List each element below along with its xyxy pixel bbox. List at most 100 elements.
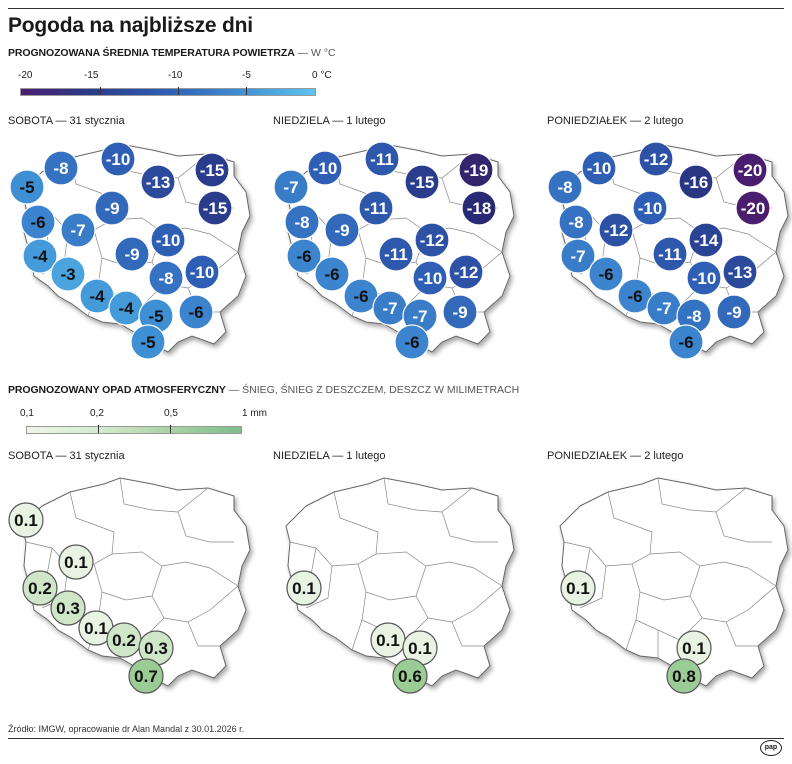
temp-bubble-gorzow-label: -6	[30, 213, 45, 232]
temperature-map-monday: -10 -12 -16 -20 -8 -20 -8 -10 -12 -14 -7 -11 -13 -6 -1…	[547, 141, 789, 360]
temp-bubble-bialystok: -15	[197, 190, 233, 226]
temp-bubble-bydgoszcz-circle	[632, 190, 668, 226]
temp-bubble-bialystok-label: -15	[203, 199, 228, 218]
temp-bubble-suwalki-label: -19	[464, 161, 489, 180]
temp-bubble-wroclaw-circle	[314, 256, 350, 292]
temp-bubble-siedlce-circle	[184, 254, 220, 290]
temp-bubble-olsztyn-circle	[404, 164, 440, 200]
temp-day-label-sunday: NIEDZIELA — 1 lutego	[273, 115, 386, 127]
temp-bubble-siedlce-label: -10	[190, 263, 215, 282]
precipitation-heading: PROGNOZOWANY OPAD ATMOSFERYCZNY — ŚNIEG,…	[8, 384, 519, 396]
scale-tick	[246, 87, 247, 95]
voivodeship-border	[69, 491, 115, 555]
temperature-legend: -20 -15 -10 -5 0 °C	[18, 70, 332, 100]
temp-bubble-rzeszow-label: -9	[726, 303, 741, 322]
voivodeship-border	[563, 541, 777, 587]
temp-bubble-zakopane-label: -6	[678, 333, 693, 352]
temp-bubble-warszawa-circle	[414, 222, 450, 258]
voivodeship-border	[177, 511, 234, 543]
voivodeship-border	[119, 477, 209, 513]
temp-bubble-wroclaw: -6	[588, 256, 624, 292]
temp-bubble-zgora-label: -6	[296, 247, 311, 266]
temp-bubble-lodz-circle	[652, 236, 688, 272]
temp-bubble-wroclaw: -3	[50, 256, 86, 292]
temp-bubble-zakopane: -5	[130, 324, 166, 360]
temp-bubble-wroclaw-circle	[588, 256, 624, 292]
temp-bubble-zgora-circle	[22, 238, 58, 274]
temp-bubble-bydgoszcz: -9	[94, 190, 130, 226]
temp-bubble-warszawa-label: -14	[694, 231, 719, 250]
temperature-map-sunday: -10 -11 -15 -19 -7 -18 -8 -11 -9 -12 -6 -11 -12 -6 -10…	[273, 141, 515, 360]
temp-bubble-zakopane-circle	[394, 324, 430, 360]
temp-bubble-wroclaw-label: -6	[598, 265, 613, 284]
precipitation-map-saturday: 0.10.10.20.30.10.2 0.30.7	[8, 477, 251, 694]
precipitation-map-sunday: 0.1 0.1 0.1 0.6	[285, 477, 515, 694]
temp-bubble-szczecin-label: -5	[19, 178, 34, 197]
temp-bubble-rzeszow-circle	[178, 294, 214, 330]
temp-bubble-zakopane-label: -6	[404, 333, 419, 352]
voivodeship-border	[715, 511, 772, 543]
temp-bubble-rzeszow-label: -9	[452, 303, 467, 322]
temp-bubble-wroclaw: -6	[314, 256, 350, 292]
temp-bubble-olsztyn-label: -16	[684, 173, 709, 192]
temp-bubble-gorzow: -8	[558, 204, 594, 240]
voivodeship-border	[289, 207, 503, 253]
temp-scale-label: -10	[168, 70, 183, 81]
temp-bubble-opole: -4	[108, 290, 144, 326]
temp-bubble-zgora-label: -4	[32, 247, 48, 266]
precip-bubble-wroclaw-circle	[50, 590, 86, 626]
temp-bubble-gdansk-label: -10	[106, 150, 131, 169]
precip-scale-label: 0,1	[20, 408, 34, 419]
temp-bubble-poznan-label: -12	[604, 221, 629, 240]
temp-bubble-kielce: -10	[686, 260, 722, 296]
temp-bubble-lodz: -11	[378, 236, 414, 272]
temp-bubble-szczecin: -7	[273, 169, 309, 205]
temp-bubble-zakopane-circle	[130, 324, 166, 360]
page-title: Pogoda na najbliższe dni	[8, 14, 253, 37]
temp-bubble-lodz: -11	[652, 236, 688, 272]
temperature-heading-text: PROGNOZOWANA ŚREDNIA TEMPERATURA POWIETR…	[8, 47, 295, 59]
voivodeship-border	[441, 511, 498, 543]
temp-bubble-slupsk-label: -10	[313, 159, 338, 178]
temp-bubble-poznan: -9	[324, 212, 360, 248]
temp-bubble-warszawa-circle	[150, 222, 186, 258]
temp-bubble-gdansk-label: -11	[370, 150, 394, 169]
temp-bubble-slupsk: -10	[307, 150, 343, 186]
temp-bubble-slupsk-label: -10	[587, 159, 612, 178]
precip-bubble-zgora-circle	[560, 570, 596, 606]
temp-bubble-rzeszow-circle	[442, 294, 478, 330]
temperature-heading: PROGNOZOWANA ŚREDNIA TEMPERATURA POWIETR…	[8, 47, 336, 59]
temp-bubble-olsztyn-label: -13	[146, 173, 171, 192]
temp-bubble-rzeszow-circle	[716, 294, 752, 330]
temperature-map-saturday: -8 -10 -13 -15 -5 -15 -6 -9 -7 -10 -4 -9 -10 -3 -8 -4 -4…	[9, 141, 251, 360]
temp-bubble-olsztyn: -13	[140, 164, 176, 200]
temp-bubble-szczecin-circle	[547, 169, 583, 205]
voivodeship-border	[725, 621, 758, 647]
temp-bubble-suwalki-circle	[458, 152, 494, 188]
precipitation-map-monday: 0.1 0.1 0.8	[559, 477, 789, 694]
precip-day-label-sunday: NIEDZIELA — 1 lutego	[273, 450, 386, 462]
temp-bubble-suwalki-label: -15	[200, 161, 225, 180]
temp-bubble-zakopane-circle	[668, 324, 704, 360]
temp-bubble-opole-label: -7	[382, 299, 397, 318]
temp-bubble-gdansk: -11	[364, 141, 400, 177]
temp-bubble-opole-label: -7	[656, 299, 671, 318]
temp-bubble-kielce-label: -8	[158, 269, 173, 288]
temp-bubble-szczecin-label: -8	[557, 178, 572, 197]
temp-bubble-poznan: -7	[60, 212, 96, 248]
temp-bubble-gdansk: -12	[638, 141, 674, 177]
temp-bubble-siedlce-label: -13	[728, 263, 753, 282]
temp-bubble-warszawa-circle	[688, 222, 724, 258]
temp-bubble-kielce-circle	[148, 260, 184, 296]
precip-bubble-krakow: 0.1	[402, 630, 438, 666]
temp-bubble-suwalki: -20	[732, 152, 768, 188]
precip-bubble-zakopane: 0.6	[392, 658, 428, 694]
voivodeship-border	[607, 491, 653, 555]
voivodeship-border	[101, 565, 163, 601]
temp-bubble-olsztyn-circle	[140, 164, 176, 200]
temp-bubble-zgora: -6	[286, 238, 322, 274]
temp-bubble-slupsk: -10	[581, 150, 617, 186]
precip-bubble-szczecin-circle	[8, 502, 44, 538]
precip-bubble-szczecin: 0.1	[8, 502, 44, 538]
temp-bubble-jelenia-label: -4	[89, 287, 105, 306]
